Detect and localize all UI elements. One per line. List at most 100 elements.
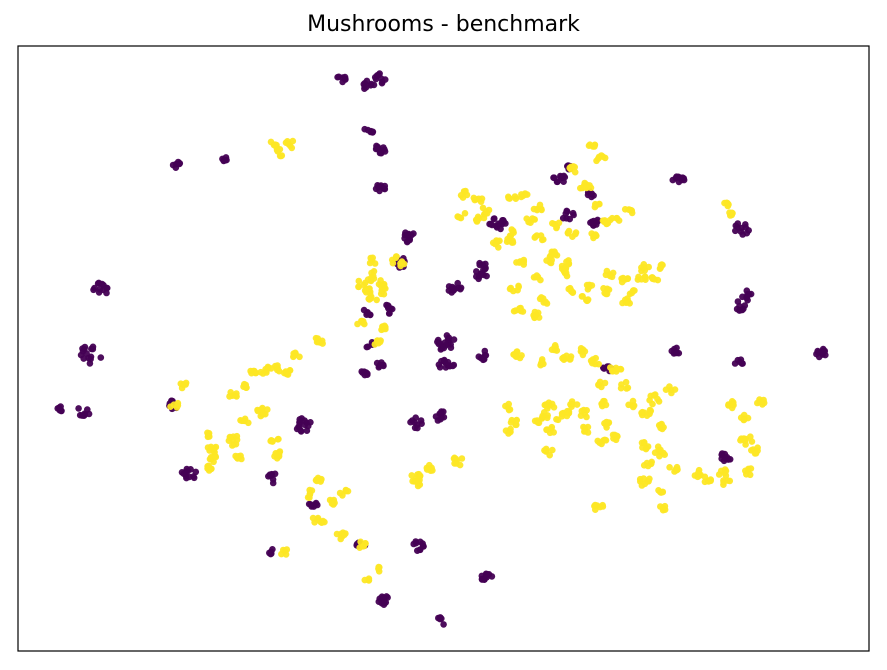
scatter-point-class_0-c21-17 [445, 334, 453, 342]
scatter-point-class_1-c79-4 [724, 477, 731, 484]
scatter-point-class_1-c118-5 [600, 218, 608, 226]
scatter-point-class_1-c13-5 [204, 429, 211, 437]
scatter-point-class_1-c84-6 [567, 355, 574, 363]
scatter-point-class_0-c30-14 [499, 217, 506, 224]
scatter-point-class_0-c1-10 [381, 599, 388, 606]
scatter-point-class_1-c48-5 [580, 406, 587, 414]
chart-title: Mushrooms - benchmark [307, 12, 580, 37]
scatter-point-class_1-c51-5 [647, 407, 655, 415]
scatter-point-class_1-c9-5 [342, 486, 350, 494]
scatter-point-class_0-c34-9 [550, 174, 557, 181]
scatter-point-class_1-c116-5 [572, 229, 580, 236]
scatter-point-class_1-c69-4 [553, 416, 560, 423]
scatter-point-class_1-c131-5 [479, 204, 487, 212]
scatter-point-class_1-c77-3 [701, 473, 709, 481]
scatter-point-class_0-c8-10 [180, 470, 187, 478]
scatter-point-class_1-c3-2 [458, 455, 466, 462]
scatter-point-class_0-c13-5 [412, 414, 420, 422]
scatter-point-class_1-c69-3 [558, 413, 566, 420]
scatter-point-class_1-c110-4 [543, 257, 550, 264]
scatter-point-class_1-c42-5 [282, 368, 290, 375]
scatter-point-class_1-c144-5 [271, 141, 279, 148]
scatter-point-class_0-c0-5 [438, 615, 445, 622]
scatter-point-class_1-c22-5 [226, 393, 233, 400]
scatter-point-class_0-c26-6 [473, 273, 480, 280]
scatter-point-class_1-c55-5 [642, 445, 650, 453]
scatter-point-class_1-c36-4 [377, 277, 384, 284]
scatter-point-class_1-c64-6 [591, 502, 598, 510]
scatter-point-class_1-c140-4 [723, 199, 730, 207]
scatter-point-class_1-c31-5 [374, 337, 381, 344]
scatter-point-class_1-c90-7 [647, 392, 654, 400]
scatter-point-class_1-c14-5 [180, 381, 187, 389]
scatter-point-class_1-c60-3 [748, 438, 756, 445]
scatter-point-class_1-c54-5 [754, 399, 761, 407]
scatter-point-class_0-c14-9 [440, 413, 448, 421]
scatter-point-class_0-c42-5 [739, 360, 746, 367]
scatter-point-class_1-c50-5 [603, 418, 610, 426]
scatter-point-class_0-c34-7 [560, 172, 568, 180]
scatter-point-class_0-c29-11 [401, 235, 408, 242]
scatter-point-class_0-c16-8 [103, 289, 110, 297]
scatter-point-class_1-c49-5 [581, 428, 588, 435]
scatter-point-class_1-c11-5 [275, 435, 282, 443]
scatter-point-class_0-c44-6 [738, 306, 746, 314]
scatter-point-class_0-c38-11 [381, 148, 389, 155]
scatter-point-class_0-c12-14 [297, 427, 305, 434]
scatter-point-class_1-c123-4 [586, 182, 593, 189]
scatter-point-class_1-c50-3 [603, 424, 610, 431]
scatter-point-class_0-c41-7 [673, 349, 681, 357]
scatter-point-class_1-c12-7 [207, 443, 215, 451]
scatter-point-class_1-c145-4 [289, 137, 297, 145]
scatter-point-class_0-c30-13 [490, 215, 498, 223]
scatter-point-class_1-c7-7 [314, 516, 321, 523]
scatter-point-class_1-c134-4 [508, 226, 515, 233]
scatter-point-class_1-c47-5 [564, 407, 571, 415]
scatter-point-class_1-c127-4 [536, 201, 544, 209]
scatter-point-class_0-c49-5 [220, 156, 228, 164]
scatter-point-class_1-c88-3 [601, 379, 609, 387]
scatter-point-class_0-c44-2 [734, 298, 742, 305]
scatter-point-class_1-c82-5 [538, 359, 546, 367]
scatter-point-class_0-c30-8 [497, 225, 504, 233]
scatter-point-class_1-c95-5 [542, 298, 549, 306]
scatter-point-class_1-c92-4 [504, 404, 512, 412]
scatter-point-class_1-c89-3 [617, 384, 625, 392]
scatter-point-class_1-c112-4 [489, 239, 497, 247]
scatter-point-class_1-c65-5 [542, 445, 550, 453]
scatter-point-class_0-c13-8 [414, 424, 421, 432]
scatter-point-class_0-c15-12 [87, 355, 94, 363]
scatter-point-class_0-c21-16 [440, 344, 448, 352]
scatter-point-class_1-c115-5 [553, 223, 561, 231]
scatter-point-class_1-c85-5 [579, 351, 587, 359]
scatter-point-class_0-c39-5 [361, 125, 369, 133]
scatter-point-class_1-c0-3 [282, 551, 290, 558]
scatter-point-class_1-c41-5 [275, 367, 283, 375]
scatter-point-class_1-c115-3 [549, 220, 556, 227]
scatter-point-class_1-c106-5 [640, 264, 648, 271]
scatter-point-class_1-c75-5 [673, 466, 680, 474]
scatter-point-class_1-c25-6 [337, 535, 345, 543]
scatter-point-class_0-c3-4 [269, 546, 276, 553]
scatter-point-class_1-c97-4 [534, 273, 542, 281]
scatter-point-class_0-c48-3 [169, 161, 177, 169]
scatter-point-class_0-c26-5 [473, 268, 480, 275]
scatter-point-class_1-c65-3 [549, 446, 556, 454]
scatter-point-class_1-c146-4 [278, 152, 286, 159]
scatter-point-class_0-c28-5 [482, 260, 489, 268]
scatter-point-class_1-c9-4 [336, 489, 344, 497]
scatter-point-class_1-c87-5 [607, 364, 614, 371]
scatter-point-class_1-c10-7 [273, 451, 281, 458]
scatter-point-class_1-c93-6 [516, 306, 524, 314]
scatter-point-class_1-c23-6 [314, 474, 322, 482]
scatter-point-class_0-c30-9 [488, 221, 496, 229]
scatter-point-class_1-c119-4 [613, 214, 621, 222]
scatter-point-class_1-c33-1 [389, 259, 397, 267]
scatter-point-class_0-c50-8 [361, 85, 368, 92]
scatter-point-class_0-c25-7 [457, 285, 464, 293]
scatter-point-class_0-c12-9 [303, 427, 311, 435]
scatter-point-class_1-c125-5 [505, 194, 512, 202]
scatter-point-class_0-c31-6 [559, 214, 567, 222]
scatter-point-class_1-c91-4 [662, 386, 670, 394]
scatter-point-class_1-c43-6 [267, 365, 275, 372]
